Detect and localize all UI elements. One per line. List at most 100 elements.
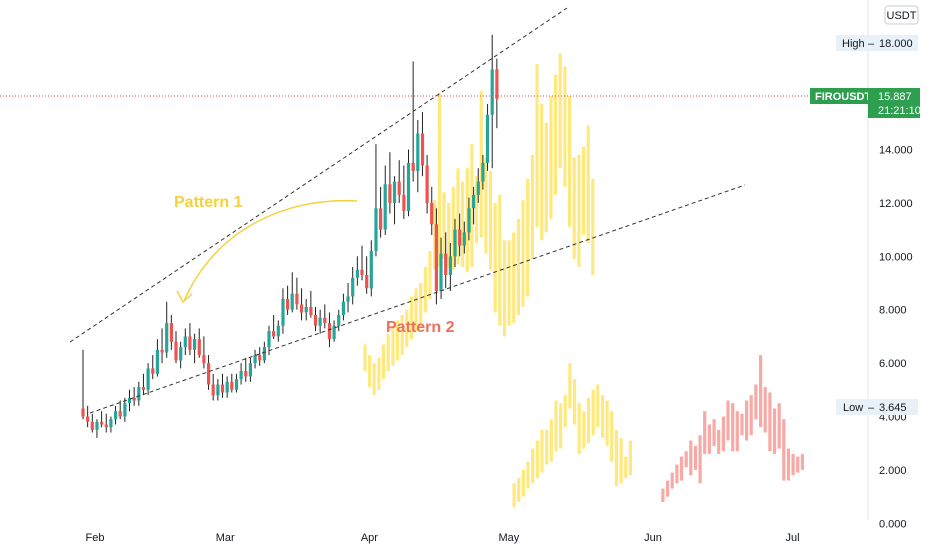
- y-tick-label: 12.000: [879, 198, 913, 210]
- last-price-value: 15.887: [878, 91, 912, 103]
- candle-body: [332, 325, 336, 339]
- ghost-bar: [377, 357, 381, 390]
- candle-body: [90, 421, 94, 430]
- currency-label: USDT: [887, 10, 917, 22]
- candle-body: [318, 317, 322, 326]
- candle-body: [434, 224, 438, 291]
- candle: [299, 288, 304, 321]
- ghost-bar: [512, 483, 516, 508]
- candle-body: [197, 339, 201, 356]
- candle: [295, 277, 299, 310]
- candle-body: [207, 363, 211, 385]
- ghost-bar: [451, 186, 455, 270]
- candle: [118, 400, 122, 420]
- candle: [104, 413, 108, 433]
- ghost-bar: [563, 66, 567, 187]
- candle-body: [202, 355, 206, 364]
- ghost-bar: [796, 456, 800, 473]
- candle-body: [388, 184, 392, 203]
- high-value: 18.000: [879, 38, 913, 50]
- ghost-bar: [526, 461, 530, 489]
- candle-body: [304, 307, 308, 313]
- candle-body: [95, 421, 99, 430]
- candle-body: [183, 336, 187, 348]
- candle: [169, 315, 173, 350]
- ghost-bar: [693, 445, 698, 470]
- candle-body: [188, 336, 192, 350]
- candle-body: [211, 384, 215, 396]
- candle-body: [397, 181, 401, 195]
- pattern-2-label: Pattern 2: [386, 319, 455, 336]
- candle: [406, 149, 411, 217]
- ghost-bar: [530, 154, 534, 259]
- ghost-bar: [610, 411, 614, 462]
- candle: [183, 328, 187, 356]
- candle-body: [141, 387, 145, 390]
- candle: [86, 405, 90, 428]
- candle-body: [86, 416, 90, 422]
- support-trendline[interactable]: [89, 184, 746, 414]
- candle: [369, 240, 373, 297]
- candle-body: [114, 411, 118, 420]
- ghost-bar: [433, 200, 437, 270]
- ghost-bar: [456, 168, 460, 265]
- candle-body: [132, 397, 136, 401]
- currency-badge[interactable]: USDT: [884, 5, 919, 25]
- candle-body: [179, 347, 183, 361]
- candle-body: [360, 269, 364, 275]
- ghost-bar: [777, 403, 781, 449]
- candle: [467, 197, 471, 241]
- candle: [123, 397, 127, 422]
- ghost-bar: [517, 477, 521, 502]
- candle: [420, 112, 425, 177]
- ghost-bar: [740, 413, 744, 436]
- ghost-bar: [731, 403, 735, 452]
- candle: [234, 373, 239, 393]
- candle-body: [439, 253, 443, 291]
- candle-body: [379, 208, 383, 230]
- ghost-bar: [572, 157, 576, 259]
- ghost-bar: [409, 296, 414, 340]
- candle: [230, 373, 234, 393]
- candle-body: [155, 349, 159, 374]
- ghost-bar: [535, 64, 539, 227]
- y-tick-label: 0.000: [879, 518, 907, 530]
- candle-body: [169, 323, 173, 342]
- ghost-bar: [512, 232, 516, 324]
- ghost-bar: [619, 437, 623, 484]
- candle-body: [458, 229, 462, 246]
- ghost-bar: [698, 435, 702, 484]
- candle: [425, 154, 429, 214]
- ghost-bar: [586, 125, 590, 243]
- ghost-bar: [661, 488, 665, 502]
- candle: [416, 120, 420, 193]
- ghost-bar: [521, 469, 525, 497]
- candle-body: [230, 381, 234, 390]
- resistance-trendline[interactable]: [69, 7, 568, 343]
- candle: [485, 104, 490, 171]
- high-label: High: [842, 38, 865, 50]
- candle-body: [234, 379, 239, 390]
- candle-body: [174, 341, 178, 361]
- y-axis: 0.0002.0004.0006.0008.00010.00012.00014.…: [879, 145, 913, 531]
- y-tick-label: 14.000: [879, 145, 913, 157]
- candle-body: [355, 269, 359, 278]
- candle-body: [420, 133, 425, 166]
- candle-body: [402, 194, 406, 211]
- candle-body: [392, 181, 397, 203]
- candle: [141, 373, 145, 396]
- candle: [337, 309, 341, 332]
- candle: [281, 288, 285, 334]
- candle-body: [416, 133, 420, 171]
- candle-body: [118, 411, 122, 417]
- ghost-bar: [782, 419, 786, 481]
- ghost-bar: [614, 429, 618, 486]
- ghost-bar: [721, 416, 725, 452]
- candle-body: [272, 331, 276, 337]
- candle-body: [323, 317, 327, 323]
- candle: [155, 339, 159, 377]
- candle-body: [239, 371, 243, 380]
- candle-body: [309, 307, 313, 315]
